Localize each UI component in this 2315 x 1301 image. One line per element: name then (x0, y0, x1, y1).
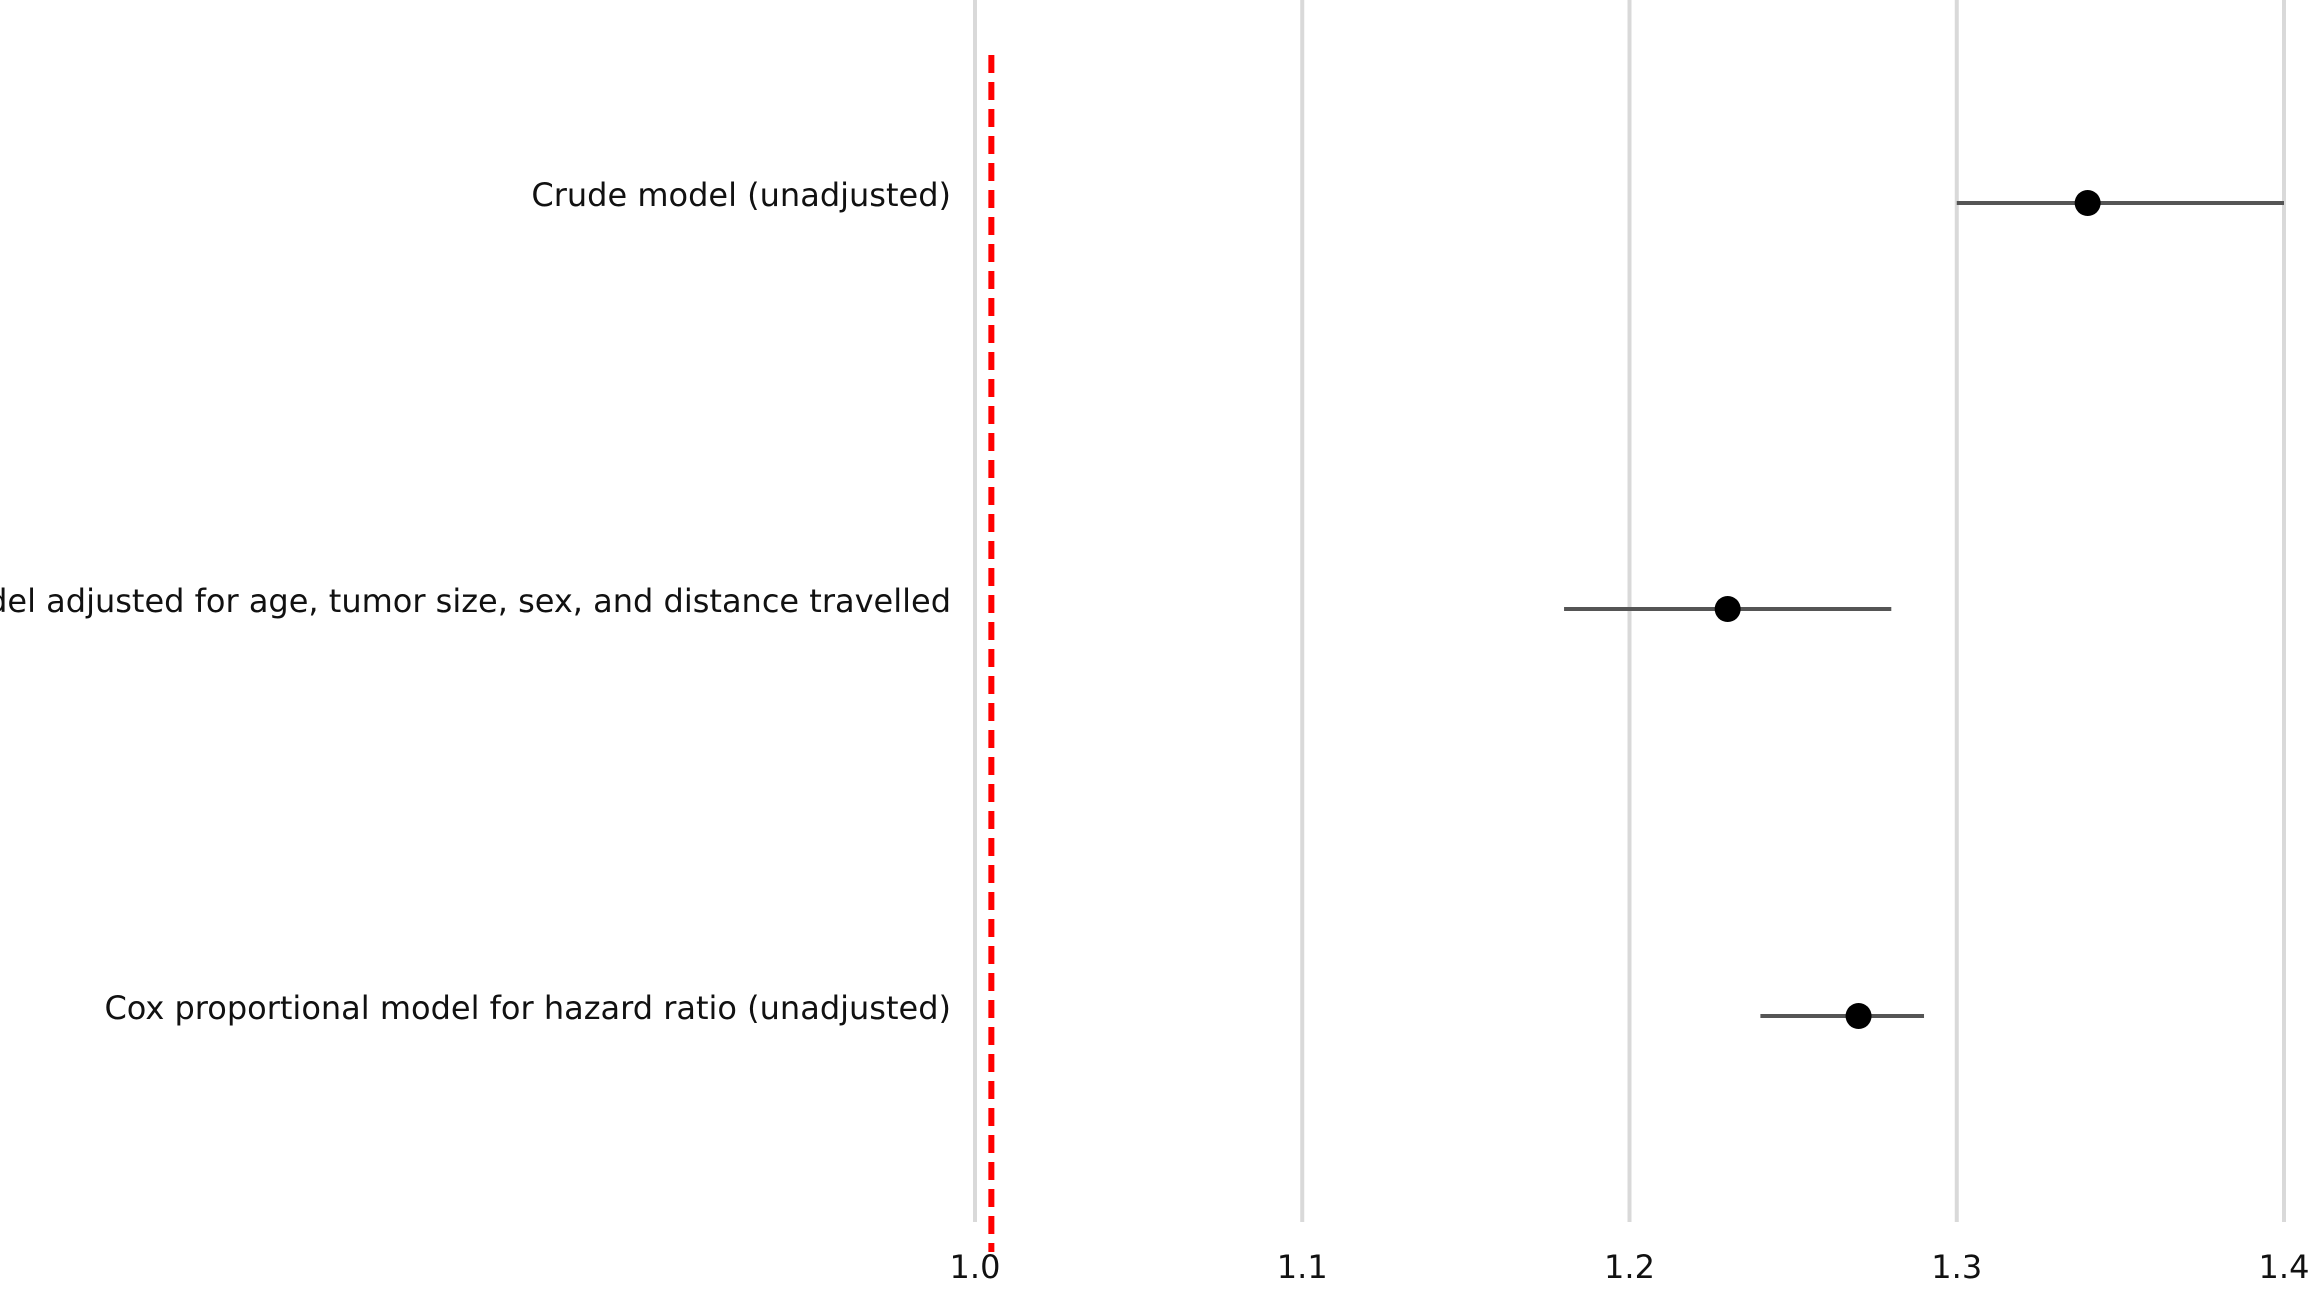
x-tick-label: 1.2 (1604, 1248, 1655, 1286)
row-label: Model adjusted for age, tumor size, sex,… (0, 582, 951, 620)
point-estimate (1714, 596, 1741, 622)
point-estimate (1845, 1003, 1872, 1029)
x-tick-label: 1.1 (1277, 1248, 1328, 1286)
point-estimate (2074, 190, 2101, 216)
row-label: Cox proportional model for hazard ratio … (104, 989, 951, 1027)
x-tick-label: 1.3 (1931, 1248, 1982, 1286)
x-tick-label: 1.4 (2259, 1248, 2310, 1286)
x-tick-label: 1.0 (950, 1248, 1001, 1286)
row-label: Crude model (unadjusted) (531, 176, 951, 214)
